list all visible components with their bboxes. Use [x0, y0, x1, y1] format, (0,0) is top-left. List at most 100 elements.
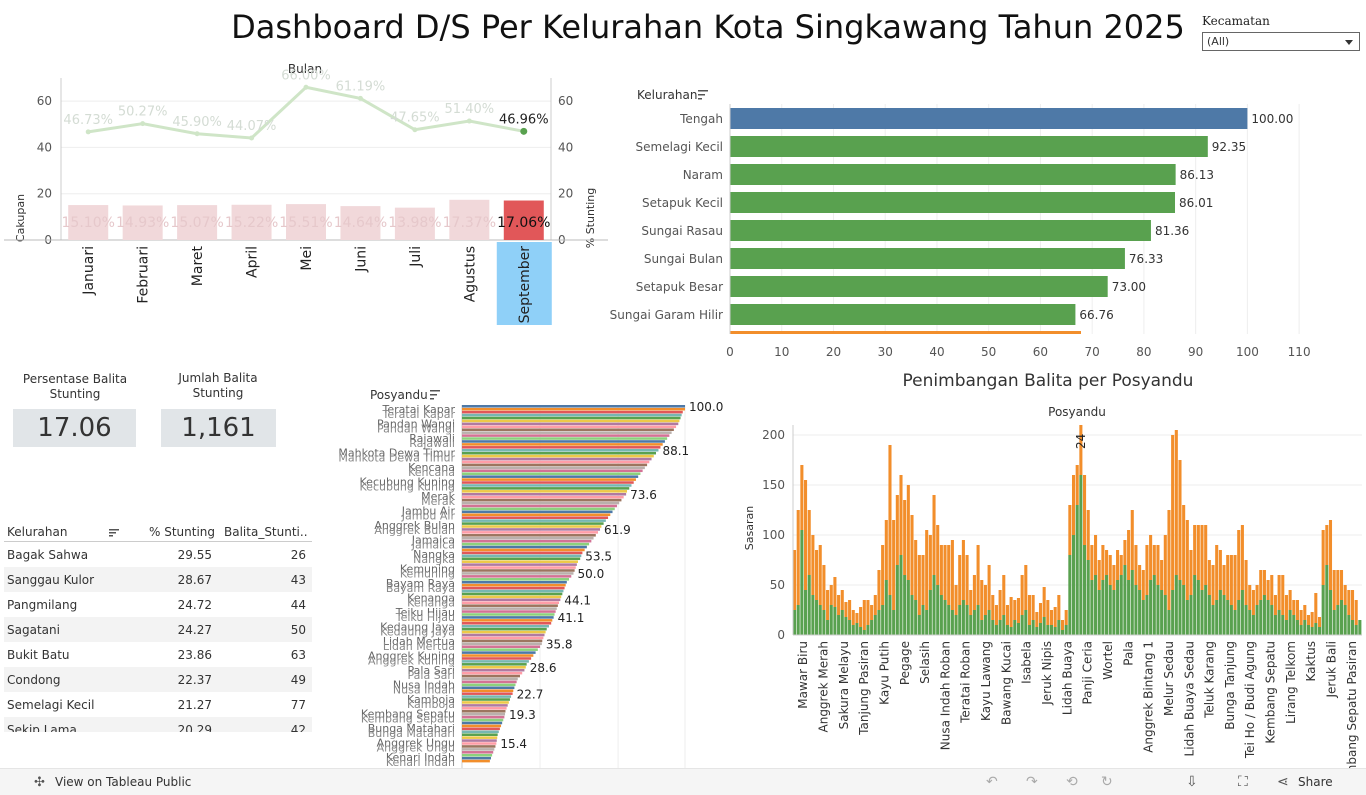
posyandu-label: Kemuning	[400, 568, 455, 581]
sasaran-bar	[1347, 590, 1351, 615]
share-icon[interactable]: ⋖	[1277, 774, 1289, 790]
undo-icon[interactable]: ↶	[986, 774, 998, 790]
kelurahan-bar	[730, 220, 1151, 241]
posyandu-bar	[462, 724, 502, 728]
redo-icon[interactable]: ↷	[1026, 774, 1038, 790]
sasaran-bar	[1248, 610, 1252, 635]
column-header-balita[interactable]: Balita_Stunti..	[224, 525, 308, 539]
sasaran-bar	[1094, 535, 1098, 575]
sasaran-bar	[1130, 510, 1134, 570]
sasaran-bar	[1049, 610, 1054, 625]
sasaran-bar	[1116, 550, 1120, 580]
posyandu-bar	[462, 551, 583, 555]
sasaran-bar	[1211, 605, 1215, 635]
sasaran-bar	[932, 575, 936, 635]
posyandu-bar	[462, 454, 654, 458]
kelurahan-label: Setapuk Kecil	[642, 196, 723, 210]
sasaran-bar	[844, 602, 848, 617]
posyandu-bar	[462, 654, 534, 657]
sasaran-bar	[818, 545, 822, 605]
posyandu-label: Anggrek Bulan	[374, 524, 455, 537]
sasaran-bar	[1284, 620, 1288, 635]
posyandu-bar	[462, 695, 512, 698]
table-row[interactable]: Bagak Sahwa 29.55 26	[4, 542, 312, 567]
refresh-icon[interactable]: ↻	[1101, 774, 1113, 790]
sasaran-bar	[1358, 620, 1362, 635]
cell-stunting: 28.67	[177, 573, 212, 587]
view-on-tableau-link[interactable]: View on Tableau Public	[55, 775, 192, 789]
posyandu-label: Kamboja	[407, 698, 455, 711]
kelurahan-value-label: 66.76	[1079, 308, 1113, 322]
posyandu-bar	[462, 513, 611, 517]
table-row[interactable]: Sekip Lama 20.29 42	[4, 717, 312, 732]
table-row[interactable]: Bukit Batu 23.86 63	[4, 642, 312, 667]
tableau-icon[interactable]: ✣	[34, 775, 45, 790]
posyandu-x-label: Kayu Lawang	[979, 641, 993, 721]
sasaran-bar	[1134, 585, 1138, 635]
revert-icon[interactable]: ⟲	[1066, 774, 1078, 790]
cakupan-value-label: 66.00%	[281, 68, 331, 83]
sasaran-bar	[1163, 535, 1167, 595]
sasaran-bar	[1049, 625, 1054, 635]
posyandu-bar	[462, 604, 558, 607]
posyandu-bar	[462, 451, 657, 455]
sasaran-bar	[1343, 585, 1347, 605]
download-icon[interactable]: ⇩	[1186, 774, 1198, 790]
sasaran-bar	[991, 595, 995, 620]
cell-stunting: 20.29	[177, 723, 212, 732]
sasaran-bar	[1240, 525, 1244, 590]
sasaran-bar	[1336, 570, 1340, 605]
sasaran-bar	[855, 613, 859, 623]
share-button[interactable]: Share	[1298, 775, 1333, 789]
cell-balita: 49	[290, 673, 306, 687]
bar	[503, 200, 544, 240]
sasaran-bar	[1086, 560, 1090, 635]
sasaran-bar	[1013, 620, 1017, 635]
sasaran-bar	[983, 585, 987, 615]
posyandu-bar	[462, 689, 514, 693]
posyandu-bar	[462, 504, 617, 508]
posyandu-bar	[462, 469, 643, 473]
sasaran-bar	[1237, 600, 1241, 635]
table-row[interactable]: Condong 22.37 49	[4, 667, 312, 692]
column-header-kelurahan[interactable]: Kelurahan	[7, 525, 120, 539]
posyandu-bar	[462, 434, 670, 437]
left-tick-label: 60	[37, 94, 52, 108]
table-row[interactable]: Pangmilang 24.72 44	[4, 592, 312, 617]
sasaran-bar	[1105, 550, 1109, 575]
fullscreen-icon[interactable]: ⛶	[1238, 774, 1248, 790]
posyandu-bar	[462, 683, 516, 687]
sort-icon[interactable]	[698, 90, 708, 100]
posyandu-bar	[462, 507, 615, 511]
kelurahan-label: Tengah	[679, 112, 723, 126]
sasaran-bar	[807, 510, 811, 575]
table-row[interactable]: Sagatani 24.27 50	[4, 617, 312, 642]
highlight-band	[496, 242, 552, 325]
sasaran-bar	[1020, 575, 1024, 615]
table-row[interactable]: Semelagi Kecil 21.27 77	[4, 692, 312, 717]
month-tick-label: Januari	[81, 246, 97, 296]
posyandu-label: Kamboja	[407, 693, 455, 706]
sasaran-bar	[1002, 575, 1006, 615]
sasaran-bar	[921, 555, 925, 605]
sasaran-bar	[811, 595, 815, 635]
sort-icon[interactable]	[109, 528, 120, 537]
column-header-stunting[interactable]: % Stunting	[149, 525, 216, 539]
sasaran-bar	[936, 585, 940, 635]
posyandu-bar	[462, 595, 562, 599]
y-tick-label: 200	[762, 428, 785, 442]
posyandu-value-label: 44.1	[564, 594, 591, 608]
posyandu-label: Kemuning	[400, 563, 455, 576]
sort-icon[interactable]	[430, 390, 440, 400]
sasaran-bar	[1262, 570, 1266, 595]
sasaran-bar	[1281, 615, 1285, 635]
sasaran-bar	[1281, 575, 1285, 615]
kecamatan-filter-select[interactable]: (All)	[1202, 32, 1360, 51]
table-row[interactable]: Sanggau Kulor 28.67 43	[4, 567, 312, 592]
posyandu-label: Jambu Air	[401, 510, 456, 523]
sasaran-bar	[1303, 605, 1307, 620]
sasaran-bar	[800, 530, 804, 635]
x-tick-label: 0	[726, 345, 734, 359]
sasaran-bar	[829, 585, 833, 605]
chevron-down-icon[interactable]	[1345, 40, 1353, 45]
